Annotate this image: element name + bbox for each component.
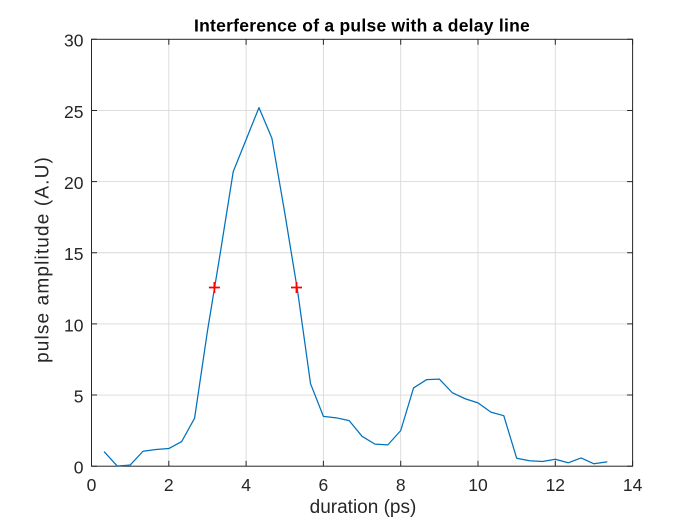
svg-text:15: 15 [64, 244, 83, 264]
svg-text:Interference of a pulse with a: Interference of a pulse with a delay lin… [194, 16, 530, 36]
svg-text:duration (ps): duration (ps) [310, 497, 417, 518]
svg-text:12: 12 [546, 475, 565, 495]
svg-text:10: 10 [468, 475, 488, 495]
svg-text:8: 8 [396, 475, 406, 495]
svg-text:6: 6 [319, 475, 329, 495]
svg-text:4: 4 [241, 475, 251, 495]
svg-text:pulse amplitude (A.U): pulse amplitude (A.U) [33, 156, 54, 363]
svg-text:0: 0 [74, 458, 84, 478]
svg-text:30: 30 [64, 31, 84, 51]
svg-text:20: 20 [64, 173, 84, 193]
svg-text:5: 5 [74, 386, 84, 406]
svg-text:0: 0 [87, 475, 97, 495]
svg-text:14: 14 [623, 475, 643, 495]
svg-text:2: 2 [164, 475, 174, 495]
svg-text:25: 25 [64, 102, 83, 122]
svg-text:10: 10 [64, 315, 84, 335]
